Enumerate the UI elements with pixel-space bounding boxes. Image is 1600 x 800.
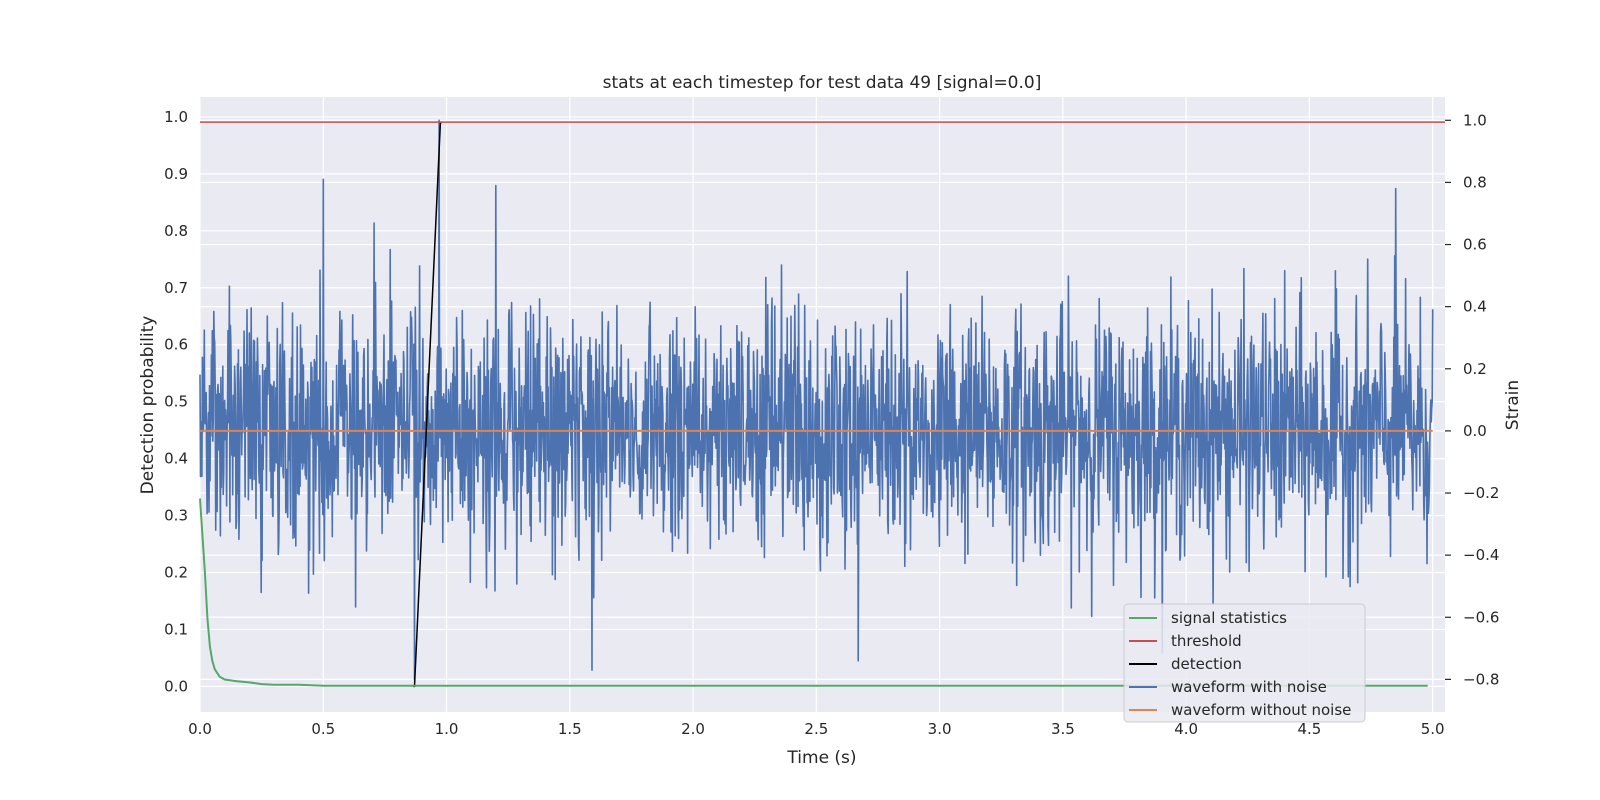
x-tick-label: 5.0 bbox=[1421, 720, 1445, 738]
y2-tick-label: 0.8 bbox=[1463, 173, 1487, 191]
y-tick-label: 0.9 bbox=[164, 165, 188, 183]
y-tick-label: 0.4 bbox=[164, 450, 188, 468]
y-tick-label: 0.2 bbox=[164, 563, 188, 581]
y2-tick-label: −0.8 bbox=[1463, 670, 1499, 688]
x-tick-label: 0.0 bbox=[188, 720, 212, 738]
x-tick-label: 2.0 bbox=[681, 720, 705, 738]
y-tick-label: 0.5 bbox=[164, 393, 188, 411]
y-tick-label: 0.6 bbox=[164, 336, 188, 354]
legend-label: signal statistics bbox=[1171, 609, 1287, 627]
signal-statistics-line bbox=[199, 498, 1428, 687]
y-tick-label: 0.0 bbox=[164, 677, 188, 695]
legend-label: waveform with noise bbox=[1171, 678, 1327, 696]
y2-tick-label: −0.4 bbox=[1463, 546, 1499, 564]
y-tick-label: 1.0 bbox=[164, 108, 188, 126]
right-y-axis-ticks: −0.8 −0.6 −0.4 −0.2 0.0 0.2 0.4 0.6 0.8 1.0 bbox=[1445, 111, 1499, 688]
y2-tick-label: −0.6 bbox=[1463, 608, 1499, 626]
y2-tick-label: 0.2 bbox=[1463, 360, 1487, 378]
x-tick-label: 4.5 bbox=[1297, 720, 1321, 738]
y2-tick-label: −0.2 bbox=[1463, 484, 1499, 502]
y-tick-label: 0.3 bbox=[164, 507, 188, 525]
y-tick-label: 0.7 bbox=[164, 279, 188, 297]
y2-tick-label: 1.0 bbox=[1463, 111, 1487, 129]
x-tick-label: 2.5 bbox=[804, 720, 828, 738]
legend: signal statistics threshold detection wavef… bbox=[1123, 603, 1366, 723]
x-tick-label: 0.5 bbox=[311, 720, 335, 738]
legend-label: waveform without noise bbox=[1171, 701, 1351, 719]
chart-title: stats at each timestep for test data 49 … bbox=[603, 73, 1042, 93]
legend-label: threshold bbox=[1171, 632, 1242, 650]
legend-label: detection bbox=[1171, 655, 1242, 673]
x-axis-label: Time (s) bbox=[786, 748, 856, 768]
x-tick-label: 1.0 bbox=[435, 720, 459, 738]
x-tick-label: 3.5 bbox=[1051, 720, 1075, 738]
y2-tick-label: 0.6 bbox=[1463, 236, 1487, 254]
x-tick-label: 4.0 bbox=[1174, 720, 1198, 738]
y2-tick-label: 0.0 bbox=[1463, 422, 1487, 440]
y2-axis-label: Strain bbox=[1503, 380, 1523, 430]
x-tick-label: 1.5 bbox=[558, 720, 582, 738]
x-tick-label: 3.0 bbox=[928, 720, 952, 738]
series-layer bbox=[199, 119, 1445, 688]
y-axis-label: Detection probability bbox=[138, 316, 158, 495]
y2-tick-label: 0.4 bbox=[1463, 298, 1487, 316]
legend-box bbox=[1123, 603, 1366, 723]
x-axis-ticks: 0.0 0.5 1.0 1.5 2.0 2.5 3.0 3.5 4.0 4.5 5.0 bbox=[188, 720, 1445, 738]
y-tick-label: 0.1 bbox=[164, 620, 188, 638]
y-tick-label: 0.8 bbox=[164, 222, 188, 240]
waveform-with-noise-line bbox=[199, 119, 1434, 681]
left-y-axis-ticks: 0.0 0.1 0.2 0.3 0.4 0.5 0.6 0.7 0.8 0.9 1.0 bbox=[164, 108, 188, 695]
